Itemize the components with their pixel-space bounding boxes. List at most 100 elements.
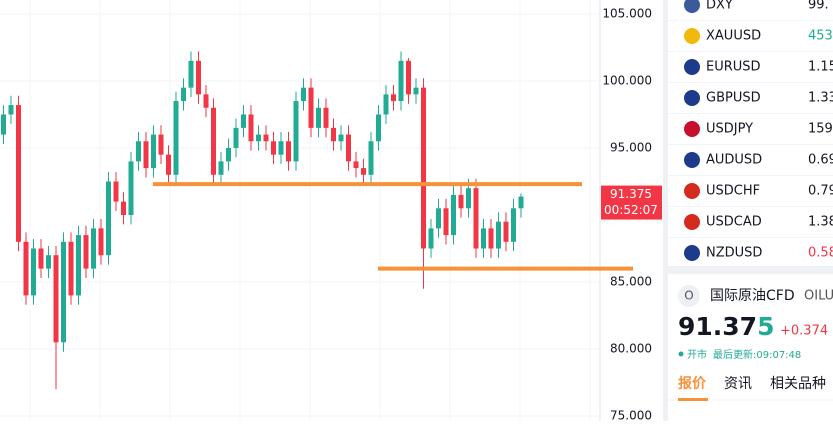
- candle-body: [308, 87, 314, 128]
- symbol[interactable]: AUDUSD: [706, 153, 762, 168]
- candle-body: [121, 201, 126, 215]
- quote-name: 国际原油CFD: [710, 288, 795, 304]
- tab-underline: [678, 398, 708, 401]
- tab[interactable]: 相关品种: [770, 376, 826, 392]
- candle-body: [8, 105, 14, 115]
- quote-icon-bg: [678, 285, 700, 307]
- y-tick-label: 85.000: [610, 275, 652, 289]
- quote-price-main: 91.37: [678, 312, 757, 341]
- y-tick-label: 80.000: [610, 342, 652, 356]
- candle-body: [331, 127, 336, 142]
- side-panel: DXY 99. XAUUSD 4538 EURUSD 1.15 GBPUSD 1.33 USDJ…: [668, 0, 833, 401]
- candle-body: [218, 161, 224, 175]
- tab[interactable]: 报价: [678, 376, 707, 392]
- candle-body: [383, 94, 389, 115]
- quote-status: 开市: [687, 348, 707, 361]
- symbol[interactable]: USDJPY: [706, 122, 753, 137]
- status-dot: [678, 351, 684, 357]
- candle-body: [31, 248, 36, 296]
- panel-gap: [668, 266, 833, 274]
- price[interactable]: 0.79: [808, 184, 833, 199]
- candle-body: [376, 114, 381, 142]
- y-tick-label: 100.000: [602, 73, 652, 87]
- countdown: 00:52:07: [604, 203, 658, 217]
- price-tag: [601, 185, 662, 220]
- candle-body: [353, 161, 359, 169]
- candle-body: [368, 141, 374, 175]
- flag-icon: [684, 59, 700, 75]
- quote-code: OILU: [804, 289, 833, 304]
- symbol[interactable]: DXY: [706, 0, 733, 13]
- candle-body: [98, 228, 104, 256]
- candle-body: [211, 107, 216, 175]
- price[interactable]: 1.15: [808, 60, 833, 75]
- candle-body: [38, 248, 44, 269]
- quote-price-last: 5: [757, 312, 774, 341]
- flag-icon: [684, 152, 700, 168]
- candle-body: [196, 60, 201, 95]
- candle-body: [338, 134, 344, 142]
- candle-body: [301, 87, 306, 102]
- candle-body: [1, 114, 6, 135]
- candle-body: [158, 134, 164, 155]
- y-tick-label: 105.000: [602, 6, 652, 20]
- flag-icon: [684, 28, 700, 44]
- candle-body: [16, 105, 21, 242]
- y-tick-label: 95.000: [610, 140, 652, 154]
- candle-body: [181, 87, 186, 102]
- candle-body: [83, 235, 89, 269]
- price[interactable]: 99.: [808, 0, 829, 13]
- candle-body: [203, 94, 209, 108]
- candle-body: [323, 107, 329, 128]
- price[interactable]: 159.: [808, 122, 833, 137]
- symbol[interactable]: USDCAD: [706, 215, 762, 230]
- symbol[interactable]: NZDUSD: [706, 246, 762, 261]
- price[interactable]: 0.58: [808, 246, 833, 261]
- candle-body: [271, 141, 276, 155]
- price[interactable]: 1.38: [808, 215, 833, 230]
- flag-icon: [684, 214, 700, 230]
- candle-body: [61, 241, 66, 343]
- candle-body: [46, 255, 51, 269]
- candle-body: [436, 208, 441, 229]
- candle-body: [316, 107, 321, 128]
- candle-body: [428, 228, 434, 249]
- candle-body: [481, 228, 486, 249]
- candle-body: [286, 141, 291, 162]
- candle-body: [391, 94, 396, 102]
- price[interactable]: 1.33: [808, 91, 833, 106]
- candle-body: [496, 221, 501, 249]
- candle-body: [248, 114, 254, 142]
- flag-icon: [684, 183, 700, 199]
- candle-body: [361, 168, 366, 175]
- symbol[interactable]: GBPUSD: [706, 91, 761, 106]
- candle-body: [458, 194, 464, 209]
- candle-body: [443, 208, 449, 236]
- candle-body: [188, 60, 194, 88]
- candle-body: [166, 154, 171, 175]
- price-tag-label: 91.375: [610, 187, 652, 201]
- candle-body: [23, 241, 29, 296]
- flag-icon: [684, 0, 700, 13]
- candle-body: [488, 228, 494, 249]
- tab[interactable]: 资讯: [724, 376, 752, 392]
- symbol[interactable]: EURUSD: [706, 60, 761, 75]
- symbol[interactable]: XAUUSD: [706, 29, 761, 44]
- candle-body: [466, 188, 471, 209]
- candle-body: [106, 181, 111, 256]
- price[interactable]: 4538: [808, 29, 833, 44]
- candle-body: [151, 134, 156, 169]
- candle-body: [451, 194, 456, 236]
- candle-body: [173, 101, 179, 175]
- price[interactable]: 0.69: [808, 153, 833, 168]
- panel-divider: [663, 0, 668, 421]
- candle-body: [241, 114, 246, 128]
- candle-body: [511, 208, 516, 242]
- symbol[interactable]: USDCHF: [706, 184, 760, 199]
- candle-body: [256, 134, 261, 142]
- candle-body: [136, 141, 141, 162]
- candle-body: [226, 147, 231, 162]
- candle-body: [128, 161, 134, 215]
- candle-body: [406, 60, 411, 95]
- candle-body: [293, 101, 299, 162]
